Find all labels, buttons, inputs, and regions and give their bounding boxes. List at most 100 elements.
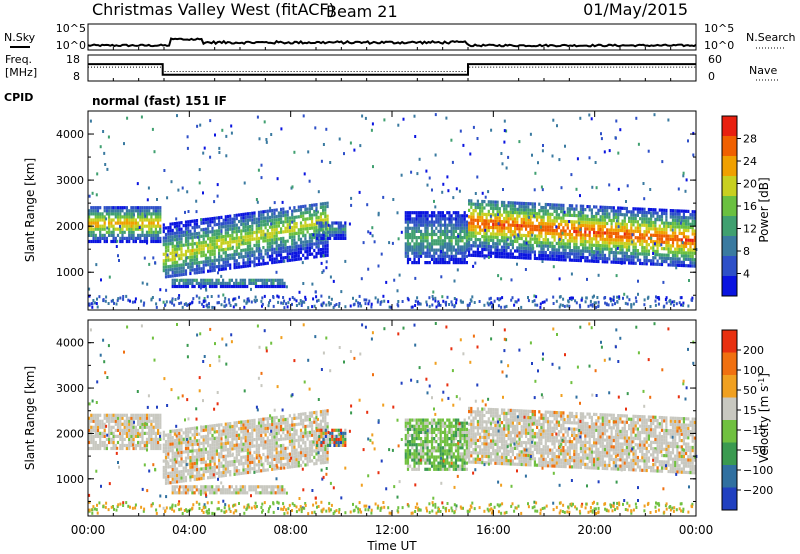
power-cell <box>660 243 663 247</box>
power-cell <box>306 227 309 231</box>
power-cell <box>541 300 544 304</box>
power-cell <box>178 284 181 289</box>
power-cell <box>223 300 226 304</box>
power-cell <box>242 248 245 252</box>
power-cell <box>257 223 261 227</box>
power-cell <box>489 200 493 204</box>
power-cell <box>636 207 639 211</box>
power-cell <box>584 243 587 247</box>
power-cell <box>671 218 675 222</box>
power-cell <box>658 227 661 231</box>
power-cell <box>139 218 142 222</box>
power-cell <box>171 267 174 271</box>
velocity-cell <box>191 462 194 466</box>
power-cell <box>410 170 413 174</box>
velocity-cell <box>164 449 168 453</box>
velocity-cell <box>114 416 117 420</box>
power-cell <box>529 202 532 206</box>
velocity-cell <box>213 424 216 428</box>
power-cell <box>213 284 216 289</box>
power-cell <box>271 209 274 213</box>
velocity-cell <box>96 446 100 451</box>
power-cell <box>579 204 582 208</box>
power-cell <box>639 223 642 227</box>
power-cell <box>463 226 466 230</box>
velocity-cell <box>189 468 192 473</box>
power-cell <box>604 296 607 299</box>
velocity-cell <box>132 422 135 426</box>
power-cell <box>277 295 280 299</box>
power-cell <box>415 248 418 252</box>
power-cell <box>553 232 556 236</box>
velocity-cell <box>195 448 199 452</box>
power-cell <box>176 270 179 274</box>
power-cell <box>448 220 451 224</box>
power-cell <box>573 213 576 218</box>
power-cell <box>669 237 672 241</box>
power-cell <box>645 217 648 221</box>
power-cell <box>630 235 633 240</box>
power-cell <box>320 159 323 163</box>
power-cell <box>599 247 602 251</box>
power-cell <box>271 257 274 261</box>
power-cell <box>157 230 160 234</box>
power-cell <box>167 226 170 230</box>
power-cell <box>261 281 264 285</box>
velocity-cell <box>105 416 108 420</box>
power-cell <box>413 217 416 221</box>
power-cell <box>614 215 618 220</box>
power-cell <box>615 219 618 223</box>
power-cell <box>277 243 280 248</box>
power-cell <box>411 217 414 221</box>
power-cell <box>437 248 440 252</box>
power-cell <box>693 261 696 265</box>
power-cell <box>571 204 574 208</box>
power-cell <box>511 296 514 300</box>
power-cell <box>114 215 117 219</box>
power-cell <box>326 204 329 209</box>
velocity-cell <box>92 434 95 438</box>
power-cell <box>420 232 423 237</box>
power-cell <box>229 304 232 307</box>
power-cell <box>577 226 580 231</box>
power-cell <box>202 234 205 238</box>
power-cell <box>623 229 626 233</box>
velocity-cell <box>171 468 174 472</box>
velocity-cell <box>145 419 149 423</box>
power-cell <box>483 235 486 239</box>
power-cell <box>320 221 323 225</box>
velocity-cell <box>220 455 223 459</box>
power-cell <box>275 240 278 244</box>
power-cell <box>603 231 607 235</box>
power-cell <box>96 305 99 309</box>
power-cell <box>414 276 417 280</box>
power-cell <box>552 295 555 299</box>
power-cell <box>551 257 554 261</box>
power-cell <box>422 251 425 255</box>
power-cell <box>119 209 122 213</box>
power-cell <box>164 262 168 266</box>
power-cell <box>614 254 618 258</box>
power-cell <box>645 220 648 224</box>
power-cell <box>601 221 604 225</box>
power-cell <box>531 202 534 206</box>
velocity-cell <box>112 416 115 420</box>
velocity-cell <box>150 443 153 448</box>
power-cell <box>441 232 444 237</box>
velocity-cell <box>176 454 179 458</box>
power-cell <box>275 221 278 225</box>
velocity-cell <box>167 439 170 443</box>
power-cell <box>623 222 626 226</box>
power-cell <box>544 206 547 210</box>
power-cell <box>315 242 318 246</box>
power-cell <box>174 298 177 301</box>
power-cell <box>406 214 410 218</box>
power-cell <box>90 221 93 225</box>
power-cell <box>211 269 214 273</box>
power-cell <box>487 303 490 307</box>
power-cell <box>352 296 354 300</box>
power-cell <box>632 239 635 243</box>
power-cell <box>476 202 479 206</box>
velocity-cell <box>162 459 165 463</box>
power-cell <box>494 226 497 230</box>
